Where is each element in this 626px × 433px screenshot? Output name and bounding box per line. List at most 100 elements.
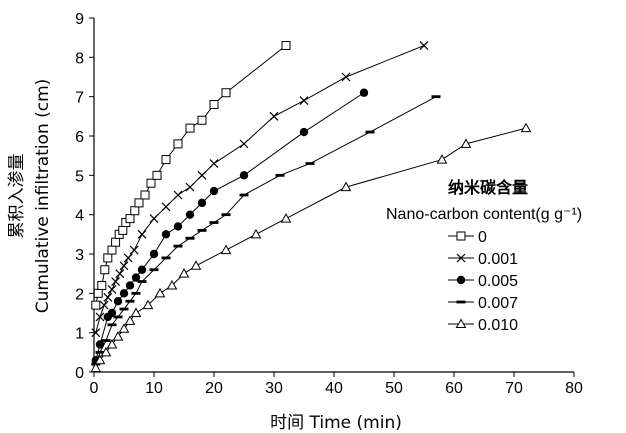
data-point [126,215,134,223]
legend-label: 0 [478,229,487,246]
data-point [180,269,189,277]
data-point [138,280,147,283]
data-point [342,73,350,81]
data-point [300,97,308,105]
legend-marker [457,276,465,284]
data-point [114,332,123,340]
data-point [198,116,206,124]
data-point [240,194,249,197]
x-tick-label: 0 [90,380,99,397]
data-point [186,124,194,132]
legend-title-cn: 纳米碳含量 [448,178,528,197]
y-axis-label-en: Cumulative infiltration (cm) [33,79,53,314]
data-point [306,162,315,165]
data-point [126,316,135,324]
data-point [124,254,132,262]
x-tick-label: 20 [205,380,223,397]
data-point [150,250,158,258]
data-point [120,262,128,270]
data-point [282,42,290,50]
y-tick-label: 6 [75,129,84,146]
legend-label: 0.001 [478,251,518,268]
data-point [104,293,112,301]
legend-title-en: Nano-carbon content(g g⁻¹) [386,206,582,223]
x-tick-label: 70 [505,380,523,397]
data-point [186,210,194,218]
data-point [420,42,428,50]
data-point [222,89,230,97]
data-point [240,171,248,179]
data-point [162,230,170,238]
data-point [112,238,120,246]
data-point [114,316,123,319]
data-point [162,156,170,164]
data-point [270,112,278,120]
series-line-2 [96,93,364,360]
data-point [114,297,122,305]
data-point [282,214,291,222]
data-point [126,300,135,303]
data-point [174,245,183,248]
x-tick-label: 80 [565,380,583,397]
data-point [240,140,248,148]
series-line-1 [96,46,424,333]
x-tick-labels: 0 10 20 30 40 50 60 70 80 [90,380,583,397]
data-point [147,179,155,187]
x-tick-label: 50 [385,380,403,397]
data-point [108,323,117,326]
data-point [186,183,194,191]
series-line-3 [96,97,436,364]
data-point [119,226,127,234]
data-point [162,257,171,260]
legend-label: 0.007 [478,295,518,312]
data-point [198,229,207,232]
data-point [141,191,149,199]
data-point [112,278,120,286]
legend-marker [457,232,465,240]
legend: 纳米碳含量 Nano-carbon content(g g⁻¹) 0 0.001 0… [386,178,582,334]
data-point [438,155,447,163]
data-point [210,101,218,109]
data-point [300,128,308,136]
y-tick-label: 2 [75,286,84,303]
data-point [174,222,182,230]
data-point [108,246,116,254]
data-point [126,281,134,289]
x-tick-label: 60 [445,380,463,397]
legend-items: 0 0.001 0.005 0.007 0.010 [448,229,518,334]
data-point [366,131,375,134]
y-tick-label: 7 [75,90,84,107]
data-point [222,246,231,254]
y-axis-label-cn: 累积入渗量 [7,154,27,239]
data-point [252,230,261,238]
y-tick-labels: 0 1 2 3 4 5 6 7 8 9 [75,11,84,382]
data-point [120,308,129,311]
data-point [120,324,129,332]
data-point [150,268,159,271]
data-point [210,187,218,195]
x-tick-label: 40 [325,380,343,397]
data-point [92,301,100,309]
data-point [100,301,108,309]
data-point [222,213,231,216]
data-point [432,95,441,98]
data-point [135,199,143,207]
data-point [102,339,111,342]
data-point [108,285,116,293]
data-point [138,266,146,274]
data-point [98,281,106,289]
data-point [174,140,182,148]
data-point [138,230,146,238]
data-point [94,289,102,297]
data-point [101,266,109,274]
data-point [104,254,112,262]
data-point [210,160,218,168]
data-point [120,289,128,297]
data-point [131,207,139,215]
data-point [360,89,368,97]
y-tick-label: 1 [75,326,84,343]
legend-label: 0.010 [478,317,518,334]
legend-marker [457,301,466,304]
y-tick-label: 0 [75,365,84,382]
